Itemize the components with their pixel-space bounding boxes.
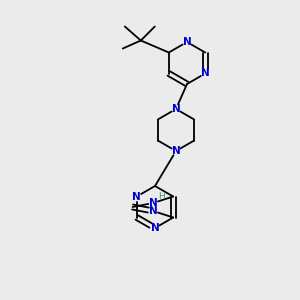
Text: N: N (151, 223, 159, 233)
Text: N: N (172, 104, 180, 114)
Text: N: N (172, 146, 180, 156)
Text: N: N (183, 37, 191, 47)
Text: N: N (149, 206, 158, 216)
Text: N: N (149, 198, 158, 208)
Text: H: H (158, 193, 165, 202)
Text: N: N (201, 68, 210, 79)
Text: N: N (132, 191, 141, 202)
